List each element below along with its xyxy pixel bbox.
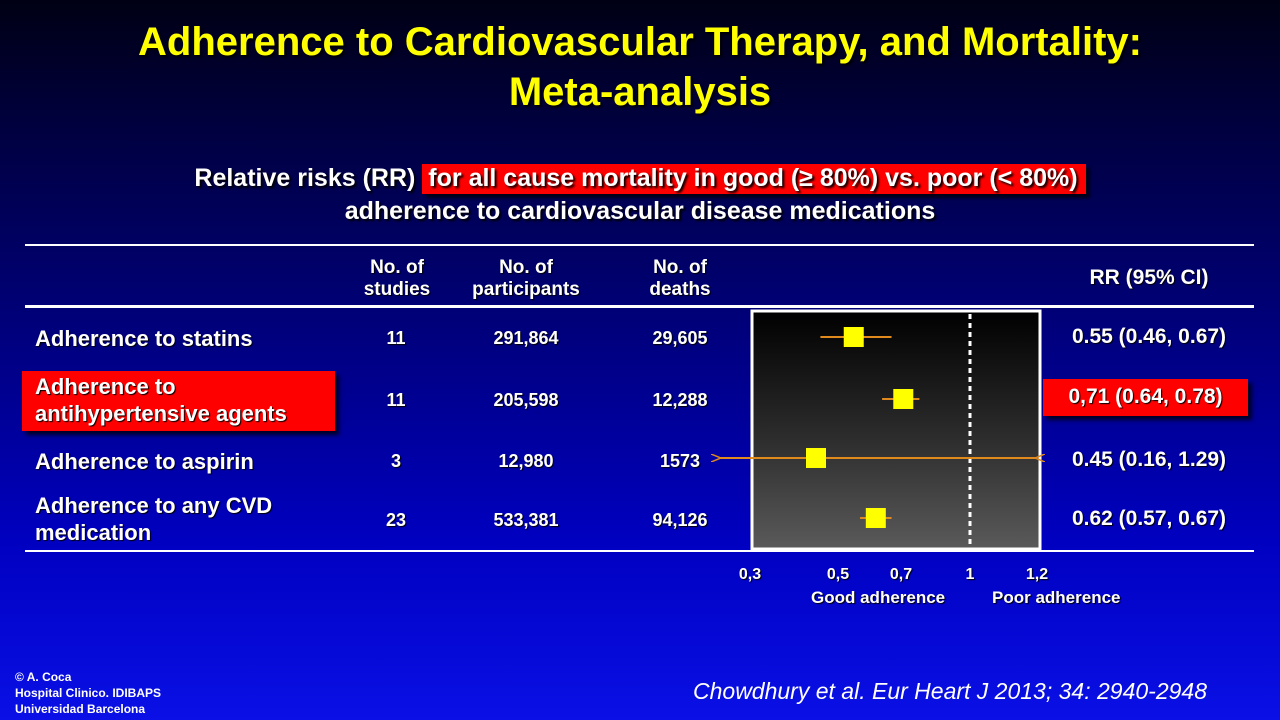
credit-hospital: Hospital Clinico. IDIBAPS — [15, 686, 162, 700]
axis-tick-0-3: 0,3 — [738, 566, 762, 583]
row-rr-statins: 0.55 (0.46, 0.67) — [1071, 325, 1227, 348]
table-header-rule — [25, 305, 1254, 308]
rr-marker-statins — [843, 327, 864, 347]
row-rr-any-cvd: 0.62 (0.57, 0.67) — [1071, 507, 1227, 530]
header-rr: RR (95% CI) — [1089, 266, 1209, 289]
subtitle-highlight: for all cause mortality in good (≥ 80%) … — [422, 164, 1086, 194]
subtitle-line2: adherence to cardiovascular disease medi… — [344, 197, 936, 225]
row-studies-any-cvd: 23 — [385, 510, 407, 530]
row-participants-statins: 291,864 — [493, 328, 559, 348]
table-bottom-rule — [25, 550, 1254, 552]
axis-tick-1-2: 1,2 — [1025, 566, 1049, 583]
row-studies-statins: 11 — [386, 328, 406, 348]
rr-marker-antihypertensive — [893, 389, 914, 409]
row-deaths-antihypertensive: 12,288 — [652, 390, 708, 410]
rr-marker-aspirin — [806, 448, 826, 468]
citation: Chowdhury et al. Eur Heart J 2013; 34: 2… — [693, 678, 1207, 704]
subtitle-line1: Relative risks (RR) for all cause mortal… — [0, 162, 1280, 194]
header-deaths: No. of deaths — [649, 257, 711, 300]
row-rr-antihypertensive: 0,71 (0.64, 0.78) — [1043, 379, 1248, 416]
row-label-statins: Adherence to statins — [35, 326, 253, 351]
row-studies-antihypertensive: 11 — [386, 390, 406, 410]
row-label-any-cvd: Adherence to any CVD medication — [35, 493, 273, 545]
row-deaths-statins: 29,605 — [652, 328, 708, 348]
credit-university: Universidad Barcelona — [15, 702, 146, 716]
row-participants-antihypertensive: 205,598 — [493, 390, 559, 410]
header-studies: No. of studies — [363, 257, 431, 300]
axis-tick-0-7: 0,7 — [889, 566, 913, 583]
credit-author: © A. Coca — [15, 670, 72, 684]
slide-title-line2: Meta-analysis — [508, 70, 772, 114]
axis-label-poor: Poor adherence — [992, 588, 1121, 607]
forest-panel — [750, 309, 1042, 551]
row-participants-aspirin: 12,980 — [498, 451, 554, 471]
axis-tick-0-5: 0,5 — [826, 566, 850, 583]
row-rr-aspirin: 0.45 (0.16, 1.29) — [1071, 448, 1227, 471]
axis-label-good: Good adherence — [811, 588, 946, 607]
table-top-rule — [25, 244, 1254, 246]
row-deaths-aspirin: 1573 — [659, 451, 701, 471]
subtitle-plain: Relative risks (RR) — [194, 164, 416, 192]
header-participants: No. of participants — [472, 257, 580, 300]
row-label-aspirin: Adherence to aspirin — [35, 449, 254, 474]
row-studies-aspirin: 3 — [390, 451, 401, 471]
axis-tick-1: 1 — [965, 566, 975, 583]
row-label-antihypertensive: Adherence to antihypertensive agents — [22, 371, 335, 431]
slide-title-line1: Adherence to Cardiovascular Therapy, and… — [138, 20, 1142, 64]
row-participants-any-cvd: 533,381 — [493, 510, 559, 530]
row-deaths-any-cvd: 94,126 — [652, 510, 708, 530]
rr-marker-any-cvd — [865, 508, 886, 528]
